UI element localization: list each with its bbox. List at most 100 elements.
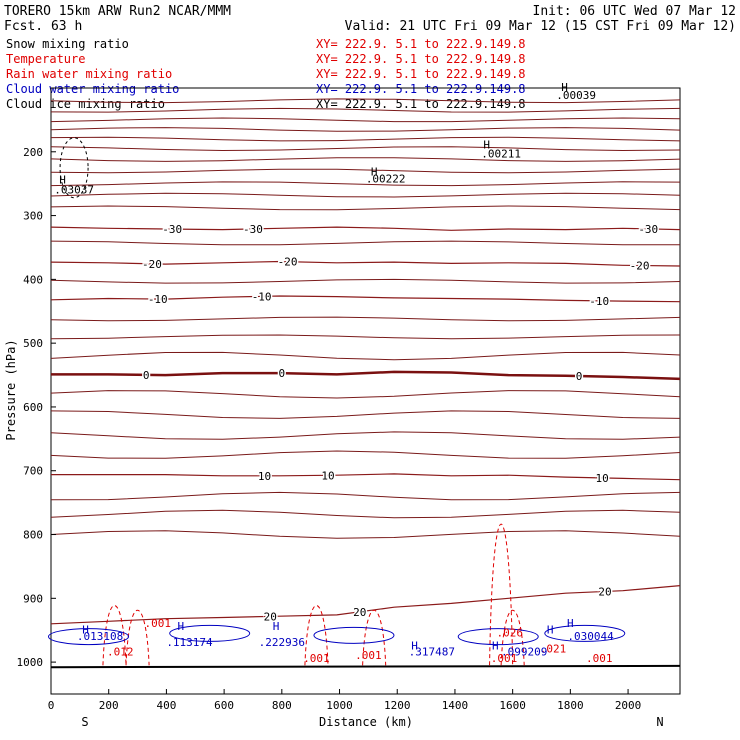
pressure-line (50, 107, 681, 113)
rain-label: .001 (491, 652, 518, 665)
cloud-water-label: .113174 (166, 636, 213, 649)
plot-frame (50, 87, 681, 695)
x-tick-label: 1800 (557, 699, 584, 712)
cloud-water-contour (48, 628, 130, 646)
cloud-water-label: .030044 (567, 630, 614, 643)
x-tick-label: 600 (214, 699, 234, 712)
temperature-contour-label: 10 (595, 472, 608, 485)
temperature-contour (51, 473, 681, 481)
pressure-line (50, 98, 681, 104)
y-tick-label: 700 (23, 465, 43, 478)
x-tick-label: 800 (272, 699, 292, 712)
cloud-water-contour (169, 624, 251, 642)
pressure-lines (50, 98, 681, 669)
y-axis-label: Pressure (hPa) (4, 339, 18, 440)
temperature-contour-label: 0 (279, 367, 286, 380)
legend-snow-label: Snow mixing ratio (6, 37, 129, 51)
temperature-contour-label: 10 (321, 469, 334, 482)
x-tick-label: 1200 (384, 699, 411, 712)
legend-rain-label: Rain water mixing ratio (6, 67, 172, 81)
rain-label: .001 (303, 652, 330, 665)
legend-temperature-xy: XY= 222.9. 5.1 to 222.9.149.8 (316, 52, 526, 66)
temperature-contour (51, 370, 681, 381)
rain-label: .001 (586, 652, 613, 665)
high-marker: H (82, 623, 89, 636)
y-tick-label: 200 (23, 146, 43, 159)
temperature-contour-label: 0 (143, 369, 150, 382)
model-title: TORERO 15km ARW Run2 NCAR/MMM (4, 4, 231, 19)
y-tick-label: 400 (23, 273, 43, 286)
pressure-line (50, 240, 681, 246)
pressure-line (50, 192, 681, 198)
legend-cloud-ice-xy: XY= 222.9. 5.1 to 222.9.149.8 (316, 97, 526, 111)
snow-contour (59, 137, 89, 199)
high-marker: H (492, 639, 499, 652)
cloud-water-label: .013108 (77, 630, 123, 643)
pressure-line (50, 146, 681, 152)
legend-snow-xy: XY= 222.9. 5.1 to 222.9.149.8 (316, 37, 526, 51)
y-tick-label: 800 (23, 529, 43, 542)
high-marker: H (178, 620, 185, 633)
pressure-line (50, 168, 681, 174)
y-tick-label: 600 (23, 401, 43, 414)
x-tick-label: 1400 (442, 699, 469, 712)
x-axis-label: Distance (km) (319, 715, 413, 729)
pressure-line (50, 278, 681, 284)
high-marker: H (561, 81, 568, 94)
temperature-contour-label: -10 (589, 295, 609, 308)
rain-label: .001 (355, 649, 382, 662)
forecast-hour: Fcst. 63 h (4, 19, 82, 34)
pressure-line (50, 410, 681, 419)
temperature-contour-label: 20 (264, 610, 277, 623)
y-tick-label: 1000 (17, 656, 44, 669)
x-tick-label: 2000 (615, 699, 642, 712)
temperature-contour-label: -20 (630, 260, 650, 273)
rain-contour (304, 604, 329, 666)
high-marker: H (567, 617, 574, 630)
legend-cloud-water-xy: XY= 222.9. 5.1 to 222.9.149.8 (316, 82, 526, 96)
temperature-contour-label: -10 (148, 293, 168, 306)
pressure-line (50, 127, 681, 132)
cloud-water-contour (457, 628, 539, 646)
temperature-contour-label: -30 (243, 223, 263, 236)
temperature-contour (50, 585, 681, 625)
rain-label: .012 (107, 646, 134, 659)
pressure-line (50, 390, 681, 399)
cloud-water-label: .222936 (259, 636, 305, 649)
rain-contour (489, 523, 514, 666)
y-tick-label: 300 (23, 210, 43, 223)
surface-line (50, 664, 681, 669)
snow-label: .00211 (481, 148, 521, 161)
legend: Snow mixing ratio XY= 222.9. 5.1 to 222.… (6, 37, 526, 111)
x-end-south: S (81, 715, 88, 729)
pressure-line (50, 316, 681, 322)
temperature-contours: -30 -30 -30 -20 -20 -20 -10 -10 -10 0 0 0 10 10 10 20 20… (50, 221, 681, 625)
temperature-contour-label: -20 (142, 258, 162, 271)
pressure-line (50, 181, 681, 187)
rain-label: .001 (145, 617, 172, 630)
temperature-contour-label: 10 (258, 470, 271, 483)
pressure-line (50, 351, 681, 361)
pressure-line (50, 157, 681, 162)
x-tick-label: 0 (48, 699, 55, 712)
rain-label: .026 (497, 627, 524, 640)
temperature-contour (50, 260, 681, 267)
snow-label: .00222 (366, 172, 406, 185)
pressure-line (50, 450, 681, 459)
legend-cloud-ice-label: Cloud ice mixing ratio (6, 97, 165, 111)
legend-cloud-water-label: Cloud water mixing ratio (6, 82, 179, 96)
x-tick-label: 1600 (499, 699, 526, 712)
legend-temperature-label: Temperature (6, 52, 85, 66)
x-tick-label: 400 (156, 699, 176, 712)
y-tick-label: 500 (23, 337, 43, 350)
temperature-contour-label: -20 (278, 256, 298, 269)
temperature-contour-label: -30 (638, 223, 658, 236)
high-marker: H (483, 139, 490, 152)
cloud-water-label: .099209 (501, 646, 547, 659)
rain-contour (125, 610, 150, 666)
rain-label: .021 (540, 643, 567, 656)
y-tick-label: 900 (23, 592, 43, 605)
high-marker: H (411, 639, 418, 652)
temperature-contour-label: -10 (252, 290, 272, 303)
pressure-line (50, 136, 681, 142)
